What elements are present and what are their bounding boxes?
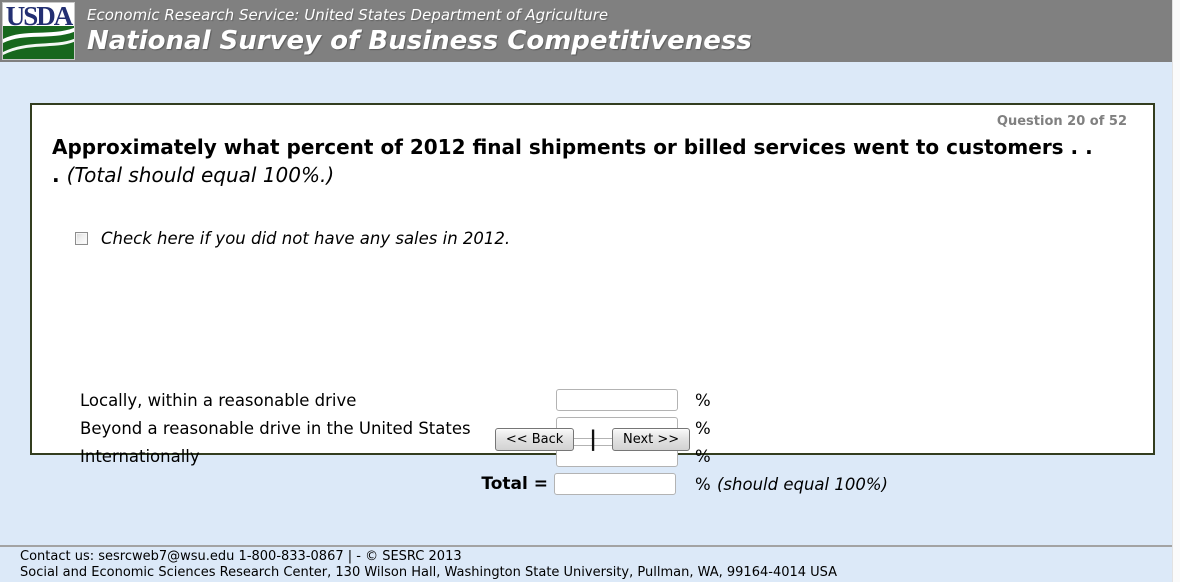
row-label-locally: Locally, within a reasonable drive (80, 391, 357, 410)
header-banner: USDA Economic Research Service: United S… (0, 0, 1172, 62)
nav-buttons-row: << Back | Next >> (32, 427, 1153, 451)
contact-label: Contact us: (20, 549, 99, 564)
usda-field-icon (3, 26, 74, 59)
usda-logo-text: USDA (5, 2, 74, 31)
percent-sign: % (695, 391, 711, 410)
header-titles: Economic Research Service: United States… (87, 6, 752, 57)
internationally-percent-input[interactable] (556, 445, 678, 467)
locally-percent-input[interactable] (556, 389, 678, 411)
footer-contact-line: Contact us: sesrcweb7@wsu.edu 1-800-833-… (20, 549, 1180, 565)
footer: Contact us: sesrcweb7@wsu.edu 1-800-833-… (0, 545, 1180, 582)
footer-address-line: Social and Economic Sciences Research Ce… (20, 565, 838, 580)
usda-logo: USDA (2, 2, 75, 60)
row-label-internationally: Internationally (80, 447, 200, 466)
scrollbar-track[interactable] (1172, 0, 1180, 582)
page-background: Question 20 of 52 Approximately what per… (0, 62, 1180, 545)
percent-row-internationally: Internationally % (32, 445, 1153, 469)
contact-email-link[interactable]: sesrcweb7@wsu.edu (98, 549, 235, 564)
no-sales-row: Check here if you did not have any sales… (75, 229, 510, 248)
question-progress: Question 20 of 52 (996, 114, 1127, 129)
percent-sign: % (695, 447, 711, 466)
percent-sign: % (695, 475, 711, 494)
contact-phone-copyright: 1-800-833-0867 | - © SESRC 2013 (234, 549, 462, 564)
question-heading: Approximately what percent of 2012 final… (52, 133, 1100, 189)
question-panel: Question 20 of 52 Approximately what per… (30, 103, 1155, 495)
next-button[interactable]: Next >> (611, 427, 691, 451)
agency-line: Economic Research Service: United States… (87, 5, 609, 24)
total-row: Total = % (should equal 100%) (32, 473, 1153, 497)
total-percent-input[interactable] (554, 473, 676, 495)
total-note: (should equal 100%) (717, 475, 888, 494)
question-heading-note: (Total should equal 100%.) (66, 163, 335, 187)
button-separator: | (589, 427, 597, 451)
no-sales-label: Check here if you did not have any sales… (101, 229, 511, 248)
survey-title: National Survey of Business Competitiven… (87, 25, 752, 56)
percent-sign: % (695, 419, 711, 438)
no-sales-checkbox[interactable] (75, 232, 88, 245)
total-label: Total = (481, 474, 548, 494)
back-button[interactable]: << Back (494, 427, 575, 451)
row-label-beyond-drive: Beyond a reasonable drive in the United … (80, 419, 471, 438)
percent-row-locally: Locally, within a reasonable drive % (32, 389, 1153, 413)
question-heading-text: Approximately what percent of 2012 final… (52, 135, 1093, 187)
